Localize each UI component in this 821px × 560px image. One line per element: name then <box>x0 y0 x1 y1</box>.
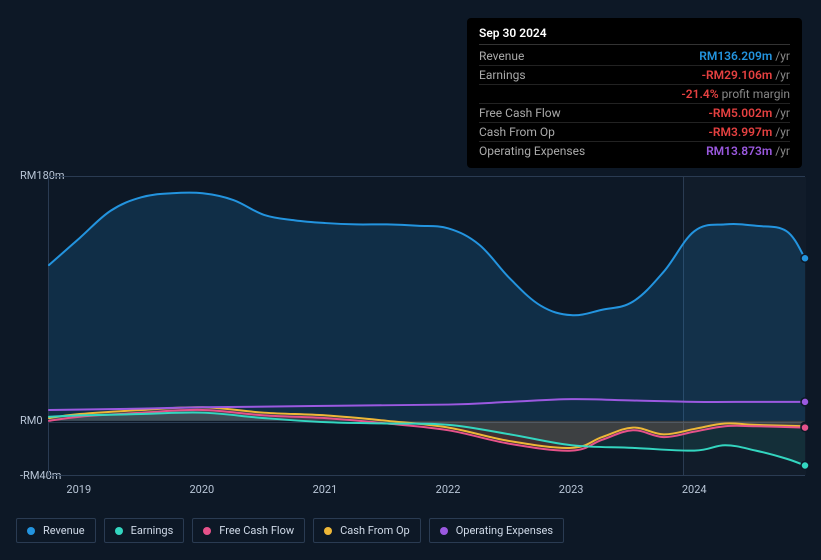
legend-item-earnings[interactable]: Earnings <box>104 518 185 543</box>
y-axis-tick-label: RM0 <box>20 414 43 427</box>
tooltip-metric-label: Operating Expenses <box>479 144 585 158</box>
legend-label: Earnings <box>131 524 174 537</box>
tooltip-metric-value: -RM5.002m <box>709 106 773 120</box>
legend-dot-icon <box>324 527 332 535</box>
tooltip-metric-suffix: /yr <box>775 49 790 63</box>
tooltip-metric-suffix: /yr <box>775 125 790 139</box>
legend-label: Cash From Op <box>340 524 410 537</box>
chart-legend: Revenue Earnings Free Cash Flow Cash From O… <box>16 518 564 543</box>
legend-item-cash-from-op[interactable]: Cash From Op <box>313 518 421 543</box>
legend-item-free-cash-flow[interactable]: Free Cash Flow <box>192 518 305 543</box>
tooltip-row: -21.4% profit margin <box>479 85 790 104</box>
tooltip-metric-value: -21.4% <box>681 87 718 101</box>
series-end-marker <box>801 424 809 432</box>
tooltip-metric-suffix: /yr <box>775 106 790 120</box>
x-axis-tick-label: 2024 <box>682 483 707 496</box>
series-end-marker <box>801 398 809 406</box>
tooltip-row: Cash From Op -RM3.997m/yr <box>479 123 790 142</box>
legend-dot-icon <box>27 527 35 535</box>
x-axis-tick-label: 2021 <box>313 483 338 496</box>
tooltip-metric-label: Cash From Op <box>479 125 555 139</box>
financials-chart: RM180mRM0-RM40m <box>16 158 805 478</box>
legend-label: Revenue <box>43 524 85 537</box>
legend-label: Operating Expenses <box>456 524 553 537</box>
tooltip-metric-suffix: /yr <box>775 144 790 158</box>
tooltip-row: Free Cash Flow -RM5.002m/yr <box>479 104 790 123</box>
tooltip-date: Sep 30 2024 <box>479 26 790 45</box>
tooltip-metric-value: -RM29.106m <box>702 68 773 82</box>
legend-item-revenue[interactable]: Revenue <box>16 518 96 543</box>
tooltip-metric-value: RM136.209m <box>699 49 772 63</box>
tooltip-metric-suffix: /yr <box>775 68 790 82</box>
series-end-marker <box>801 254 809 262</box>
tooltip-row: Revenue RM136.209m/yr <box>479 47 790 66</box>
legend-dot-icon <box>115 527 123 535</box>
x-axis-tick-label: 2019 <box>66 483 91 496</box>
tooltip-metric-suffix: profit margin <box>722 87 790 101</box>
legend-label: Free Cash Flow <box>219 524 294 537</box>
x-axis-tick-label: 2022 <box>436 483 461 496</box>
tooltip-row: Earnings -RM29.106m/yr <box>479 66 790 85</box>
tooltip-metric-label: Revenue <box>479 49 524 63</box>
series-end-marker <box>801 462 809 470</box>
plot-area[interactable] <box>48 176 805 476</box>
x-axis-tick-label: 2023 <box>559 483 584 496</box>
x-axis-tick-label: 2020 <box>189 483 214 496</box>
tooltip-metric-value: -RM3.997m <box>709 125 773 139</box>
tooltip-metric-label: Free Cash Flow <box>479 106 561 120</box>
legend-dot-icon <box>440 527 448 535</box>
legend-item-operating-expenses[interactable]: Operating Expenses <box>429 518 564 543</box>
data-tooltip: Sep 30 2024 RevenueRM136.209m/yrEarnings… <box>467 18 802 168</box>
legend-dot-icon <box>203 527 211 535</box>
tooltip-metric-label: Earnings <box>479 68 526 82</box>
tooltip-metric-value: RM13.873m <box>706 144 772 158</box>
